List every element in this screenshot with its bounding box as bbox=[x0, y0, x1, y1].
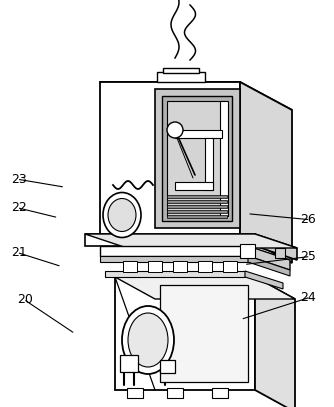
Text: 21: 21 bbox=[11, 246, 27, 259]
Polygon shape bbox=[100, 82, 240, 235]
Polygon shape bbox=[255, 234, 297, 260]
Polygon shape bbox=[205, 138, 213, 190]
Circle shape bbox=[167, 122, 183, 138]
Polygon shape bbox=[275, 248, 285, 258]
Polygon shape bbox=[85, 234, 297, 248]
Polygon shape bbox=[100, 256, 248, 262]
Text: 22: 22 bbox=[11, 201, 27, 214]
Polygon shape bbox=[173, 261, 187, 272]
Polygon shape bbox=[175, 130, 222, 138]
Polygon shape bbox=[198, 261, 212, 272]
Polygon shape bbox=[240, 82, 292, 263]
Polygon shape bbox=[248, 256, 290, 276]
Polygon shape bbox=[127, 388, 143, 398]
Text: 26: 26 bbox=[301, 213, 316, 226]
Polygon shape bbox=[100, 82, 292, 110]
Polygon shape bbox=[160, 285, 248, 382]
Text: 20: 20 bbox=[17, 293, 33, 306]
Polygon shape bbox=[85, 234, 255, 246]
Polygon shape bbox=[245, 271, 283, 289]
Polygon shape bbox=[167, 200, 227, 203]
Polygon shape bbox=[157, 72, 205, 82]
Polygon shape bbox=[162, 96, 232, 221]
Polygon shape bbox=[120, 355, 138, 372]
Polygon shape bbox=[163, 68, 199, 73]
Polygon shape bbox=[223, 261, 237, 272]
Polygon shape bbox=[167, 388, 183, 398]
Polygon shape bbox=[248, 246, 290, 270]
Polygon shape bbox=[155, 89, 240, 228]
Ellipse shape bbox=[122, 306, 174, 374]
Text: 23: 23 bbox=[11, 173, 27, 186]
Polygon shape bbox=[212, 388, 228, 398]
Polygon shape bbox=[167, 210, 227, 213]
Polygon shape bbox=[148, 261, 162, 272]
Polygon shape bbox=[100, 246, 248, 256]
Polygon shape bbox=[167, 101, 227, 216]
Polygon shape bbox=[167, 215, 227, 218]
Polygon shape bbox=[115, 277, 255, 390]
Polygon shape bbox=[105, 271, 245, 277]
Polygon shape bbox=[175, 182, 213, 190]
Text: 25: 25 bbox=[301, 250, 317, 263]
Ellipse shape bbox=[103, 193, 141, 238]
Polygon shape bbox=[255, 277, 295, 407]
Polygon shape bbox=[160, 360, 175, 373]
Polygon shape bbox=[240, 244, 255, 258]
Ellipse shape bbox=[128, 313, 168, 367]
Polygon shape bbox=[115, 277, 295, 299]
Polygon shape bbox=[167, 195, 227, 198]
Ellipse shape bbox=[108, 199, 136, 232]
Polygon shape bbox=[220, 101, 228, 216]
Polygon shape bbox=[123, 261, 137, 272]
Polygon shape bbox=[167, 205, 227, 208]
Text: 24: 24 bbox=[301, 291, 316, 304]
